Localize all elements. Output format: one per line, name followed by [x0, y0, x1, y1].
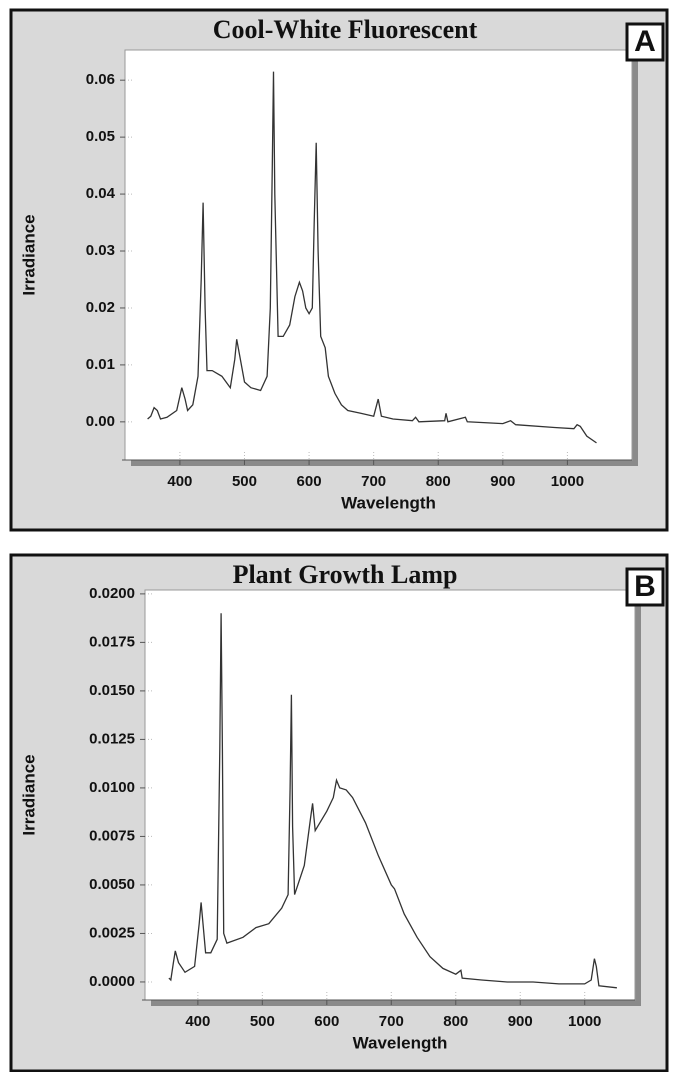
x-tick-label: 500	[250, 1013, 275, 1030]
panel-label-box	[625, 567, 665, 607]
x-tick-label: 900	[508, 1013, 533, 1030]
chart-title: Plant Growth Lamp	[233, 560, 458, 589]
x-tick-label: 1000	[551, 473, 584, 490]
x-tick-label: 500	[232, 473, 257, 490]
spectrum-line	[147, 71, 597, 444]
y-tick-label: 0.05	[86, 128, 115, 145]
x-tick-label: 1000	[568, 1013, 601, 1030]
x-tick-label: 700	[379, 1013, 404, 1030]
y-tick-label: 0.0125	[89, 730, 135, 747]
y-tick-label: 0.0000	[89, 973, 135, 990]
x-tick-label: 800	[443, 1013, 468, 1030]
y-tick-label: 0.00	[86, 413, 115, 430]
x-axis-title: Wavelength	[341, 493, 436, 512]
x-tick-label: 800	[426, 473, 451, 490]
y-tick-label: 0.0100	[89, 779, 135, 796]
x-tick-label: 400	[185, 1013, 210, 1030]
y-tick-label: 0.0025	[89, 924, 135, 941]
y-tick-label: 0.0050	[89, 876, 135, 893]
panel-label-box	[625, 22, 665, 62]
x-tick-label: 600	[314, 1013, 339, 1030]
chart-title: Cool-White Fluorescent	[213, 15, 478, 44]
y-tick-label: 0.0075	[89, 827, 135, 844]
x-tick-label: 400	[167, 473, 192, 490]
y-tick-label: 0.01	[86, 356, 115, 373]
plot-area	[144, 589, 636, 1001]
y-tick-label: 0.04	[86, 185, 116, 202]
y-tick-label: 0.0200	[89, 585, 135, 602]
x-axis-title: Wavelength	[353, 1033, 448, 1052]
x-tick-label: 900	[490, 473, 515, 490]
y-axis-title: Irradiance	[19, 754, 38, 835]
x-tick-label: 700	[361, 473, 386, 490]
y-tick-label: 0.03	[86, 242, 115, 259]
panel-label: B	[634, 570, 656, 603]
spectrum-line	[168, 613, 617, 989]
y-tick-label: 0.02	[86, 299, 115, 316]
panel-label: A	[634, 25, 656, 58]
y-axis-title: Irradiance	[19, 214, 38, 295]
y-tick-label: 0.0150	[89, 682, 135, 699]
x-tick-label: 600	[297, 473, 322, 490]
y-tick-label: 0.06	[86, 71, 115, 88]
plot-area	[124, 49, 633, 461]
y-tick-label: 0.0175	[89, 633, 135, 650]
